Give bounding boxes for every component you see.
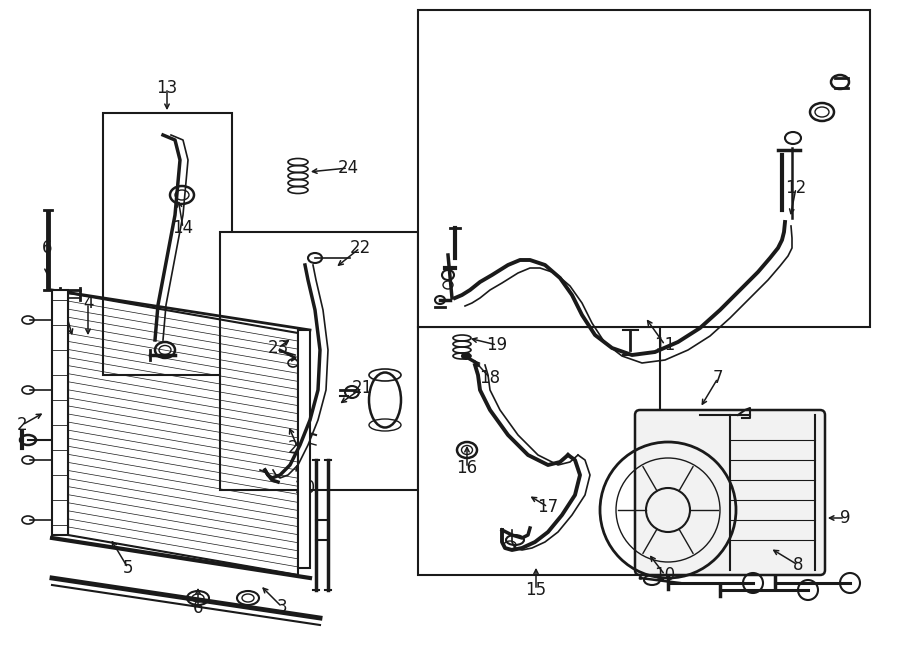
Text: 14: 14 [173, 219, 194, 237]
Text: 21: 21 [351, 379, 373, 397]
Text: 16: 16 [456, 459, 478, 477]
Text: 1: 1 [58, 294, 68, 312]
Ellipse shape [461, 352, 471, 360]
Bar [298, 330, 310, 568]
Text: 11: 11 [654, 336, 676, 354]
Text: 6: 6 [41, 239, 52, 257]
Circle shape [646, 488, 690, 532]
Text: 8: 8 [793, 556, 803, 574]
Text: 25: 25 [287, 439, 309, 457]
FancyBboxPatch shape [635, 410, 825, 575]
Text: 4: 4 [83, 294, 94, 312]
Text: 18: 18 [480, 369, 500, 387]
Text: 20: 20 [294, 479, 316, 497]
Text: 3: 3 [276, 598, 287, 616]
Text: 2: 2 [17, 416, 27, 434]
Text: 9: 9 [840, 509, 850, 527]
Text: 19: 19 [486, 336, 508, 354]
Bar [220, 232, 418, 490]
Text: 24: 24 [338, 159, 358, 177]
Text: 5: 5 [122, 559, 133, 577]
Text: 6: 6 [193, 599, 203, 617]
Bar [418, 10, 870, 327]
Text: 12: 12 [786, 179, 806, 197]
Text: 23: 23 [267, 339, 289, 357]
Text: 15: 15 [526, 581, 546, 599]
Text: 17: 17 [537, 498, 559, 516]
Bar [418, 327, 660, 575]
Bar [103, 113, 232, 375]
Text: 22: 22 [349, 239, 371, 257]
Text: 7: 7 [713, 369, 724, 387]
Text: 10: 10 [654, 566, 676, 584]
Bar [52, 290, 68, 535]
Text: 13: 13 [157, 79, 177, 97]
